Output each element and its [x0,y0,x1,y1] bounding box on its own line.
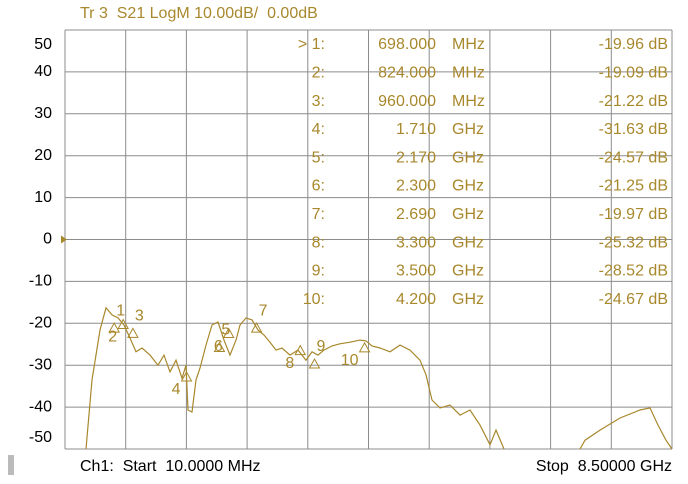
marker-table-value: -24.57 dB [599,149,668,166]
marker-triangle [180,371,193,382]
marker-table-label: 6: [312,178,325,195]
marker-number: 5 [221,322,230,339]
y-tick-label: -40 [29,398,52,415]
status-block [8,455,14,475]
marker-table-frequency: 960.000 [378,93,436,110]
y-tick-label: -10 [29,273,52,290]
y-tick-label: -20 [29,315,52,332]
marker-table-frequency: 4.200 [396,291,436,308]
marker-table-unit: GHz [452,291,484,308]
marker-table-unit: GHz [452,234,484,251]
marker-table-label: 7: [312,206,325,223]
trace-title: Tr 3 S21 LogM 10.00dB/ 0.00dB [80,5,318,22]
marker-triangle [358,341,371,353]
marker-table-value: -21.25 dB [599,178,668,195]
marker-table-label: 2: [312,65,325,82]
marker-triangle [222,327,235,339]
marker-table-label: 9: [312,263,325,280]
marker-table-unit: GHz [452,263,484,280]
reference-arrow [61,235,67,244]
marker-number: 6 [214,338,223,355]
marker-triangle [294,344,307,356]
marker-table-frequency: 1.710 [396,121,436,138]
marker-table-frequency: 2.170 [396,149,436,166]
marker-table-value: -19.97 dB [599,206,668,223]
marker-table-label: > 1: [298,36,325,53]
marker-table-frequency: 3.300 [396,234,436,251]
marker-table-frequency: 2.300 [396,178,436,195]
plot: 1 2 3 4 56 7 8 9 10 [85,302,673,450]
x-start-label: Ch1: Start 10.0000 MHz [80,458,261,475]
marker-number: 1 [116,302,125,319]
marker-table-unit: MHz [452,65,485,82]
marker-table-value: -19.96 dB [599,36,668,53]
grid [64,29,673,450]
marker-table-unit: MHz [452,93,485,110]
y-tick-label: 50 [34,36,52,53]
marker-number: 4 [172,381,181,398]
marker-table-value: -24.67 dB [599,291,668,308]
marker-triangle [127,327,139,338]
y-tick-label: 0 [43,231,52,248]
marker-table-unit: GHz [452,121,484,138]
y-tick-label: 10 [34,189,52,206]
marker-table-value: -31.63 dB [599,121,668,138]
marker-table-label: 10: [303,291,325,308]
marker-number: 3 [135,308,144,325]
marker-triangle [308,357,321,369]
marker-number: 7 [259,302,268,319]
marker-table-unit: GHz [452,178,484,195]
y-tick-label: 20 [34,147,52,164]
marker-table-value: -28.52 dB [599,263,668,280]
marker-table-value: -21.22 dB [599,93,668,110]
y-tick-label: -50 [29,429,52,446]
marker-number: 10 [341,352,359,369]
x-stop-label: Stop 8.50000 GHz [536,458,672,475]
marker-triangle [117,318,130,329]
marker-triangle [108,322,121,333]
marker-table-frequency: 698.000 [378,36,436,53]
marker-table-unit: GHz [452,149,484,166]
marker-number: 9 [317,338,326,355]
marker-table-label: 3: [312,93,325,110]
marker-triangle [250,322,263,333]
marker-table-unit: MHz [452,36,485,53]
marker-table-unit: GHz [452,206,484,223]
y-tick-label: 40 [34,63,52,80]
marker-table-label: 8: [312,234,325,251]
marker-table-frequency: 2.690 [396,206,436,223]
y-tick-label: -30 [29,356,52,373]
y-tick-label: 30 [34,105,52,122]
marker-table-frequency: 824.000 [378,65,436,82]
marker-number: 8 [285,355,294,372]
marker-table-label: 4: [312,121,325,138]
marker-number: 2 [108,329,117,346]
marker-table-label: 5: [312,149,325,166]
marker-table-value: -25.32 dB [599,234,668,251]
marker-table-frequency: 3.500 [396,263,436,280]
marker-table-value: -19.09 dB [599,65,668,82]
marker-triangle [213,341,226,352]
